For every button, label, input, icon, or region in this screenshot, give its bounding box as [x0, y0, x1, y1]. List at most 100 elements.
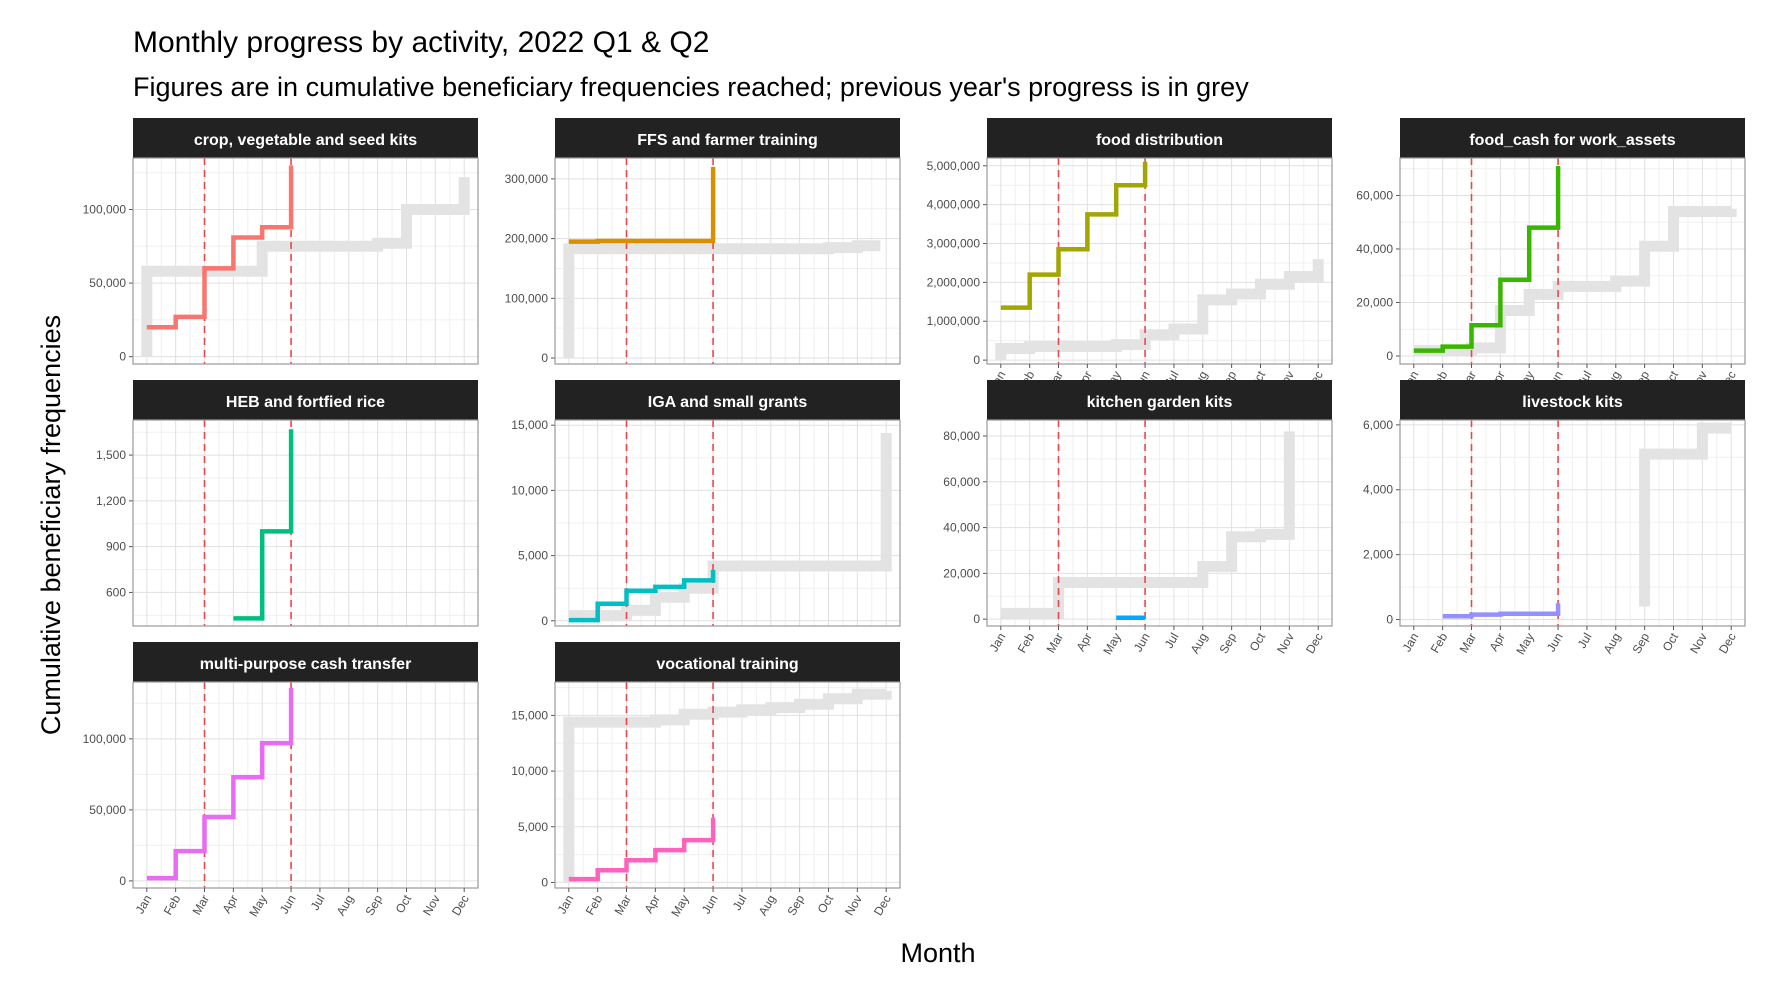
x-tick-label: Oct [1660, 630, 1682, 654]
x-tick-label: Sep [362, 892, 385, 918]
y-tick-label: 900 [106, 540, 126, 554]
x-tick-label: Mar [1457, 631, 1479, 656]
x-tick-label: Sep [1216, 630, 1239, 656]
x-tick-label: Nov [420, 893, 443, 918]
panel-border [132, 419, 479, 627]
x-tick-label: Oct [1247, 630, 1269, 654]
y-tick-label: 5,000 [518, 549, 548, 563]
x-tick-label: Jan [133, 893, 155, 917]
current-year-line [233, 429, 294, 621]
y-tick-label: 2,000 [1363, 548, 1393, 562]
y-tick-label: 100,000 [505, 291, 549, 305]
x-tick-label: May [668, 893, 691, 920]
facet-strip [555, 118, 900, 158]
current-year-line [1413, 166, 1561, 353]
x-tick-label: May [1513, 631, 1536, 658]
y-tick-label: 50,000 [89, 276, 126, 290]
x-tick-label: Dec [449, 893, 472, 918]
facet-strip [133, 118, 478, 158]
facet-panel: livestock kits 0 2,000 4,000 6,000 Jan Feb Mar A… [1363, 380, 1746, 658]
facet-strip-label: crop, vegetable and seed kits [194, 132, 417, 149]
facet-strip-label: IGA and small grants [648, 394, 808, 411]
facet-strip-label: HEB and fortfied rice [226, 394, 385, 411]
y-tick-label: 60,000 [943, 475, 980, 489]
y-tick-label: 0 [541, 351, 548, 365]
y-tick-label: 200,000 [505, 232, 549, 246]
facet-strip-label: food_cash for work_assets [1469, 132, 1675, 149]
y-tick-label: 5,000,000 [927, 159, 981, 173]
y-tick-label: 15,000 [511, 418, 548, 432]
x-tick-label: Feb [161, 892, 184, 917]
x-tick-label: Jun [1544, 631, 1566, 655]
x-tick-label: Mar [1044, 631, 1066, 656]
y-tick-label: 1,500 [96, 448, 126, 462]
x-tick-label: Feb [1015, 630, 1038, 655]
current-year-line [1442, 603, 1561, 619]
previous-year-line [563, 240, 881, 358]
current-year-line [568, 817, 716, 882]
panel-border [986, 157, 1333, 365]
x-tick-label: Apr [641, 893, 662, 916]
facet-panel: crop, vegetable and seed kits 0 50,000 100,… [83, 118, 479, 365]
x-tick-label: Oct [393, 892, 415, 916]
y-tick-label: 600 [106, 585, 126, 599]
facet-panel: kitchen garden kits 0 20,000 40,000 60,000 80… [943, 380, 1333, 658]
y-axis-label: Cumulative beneficiary frequencies [36, 315, 66, 735]
x-tick-label: Jun [277, 893, 299, 917]
previous-year-line [563, 688, 892, 883]
y-tick-label: 20,000 [943, 566, 980, 580]
x-tick-label: Dec [871, 893, 894, 918]
facet-panels: crop, vegetable and seed kits 0 50,000 100,… [83, 118, 1746, 920]
panel-border [554, 419, 901, 627]
x-tick-label: May [1100, 631, 1123, 658]
x-tick-label: Apr [1486, 631, 1507, 654]
facet-strip-label: food distribution [1096, 132, 1223, 149]
y-tick-label: 80,000 [943, 429, 980, 443]
x-tick-label: Aug [334, 893, 357, 918]
x-tick-label: Sep [784, 892, 807, 918]
x-tick-label: Mar [190, 893, 212, 918]
current-year-line [1000, 161, 1148, 310]
facet-strip-label: FFS and farmer training [637, 132, 817, 149]
x-tick-label: Nov [1274, 631, 1297, 656]
y-tick-label: 1,000,000 [927, 314, 981, 328]
y-tick-label: 4,000,000 [927, 198, 981, 212]
x-tick-label: Dec [1303, 631, 1326, 656]
y-tick-label: 100,000 [83, 732, 127, 746]
y-tick-label: 50,000 [89, 803, 126, 817]
facet-panel: IGA and small grants 0 5,000 10,000 15,000 [511, 380, 901, 628]
panel-border [554, 681, 901, 889]
x-tick-label: Jul [308, 893, 328, 913]
x-tick-label: Jun [699, 893, 721, 917]
panel-border [132, 157, 479, 365]
y-tick-label: 3,000,000 [927, 237, 981, 251]
facet-panel: food_cash for work_assets 0 20,000 40,000 60… [1356, 118, 1746, 395]
previous-year-line [1413, 206, 1737, 357]
y-tick-label: 100,000 [83, 203, 127, 217]
x-tick-label: Oct [815, 892, 837, 916]
facet-strip [1400, 380, 1745, 420]
facet-panel: food distribution 0 1,000,000 2,000,000 3,00… [927, 118, 1333, 395]
facet-strip-label: vocational training [656, 656, 798, 673]
facet-panel: vocational training 0 5,000 10,000 15,000 Jan… [511, 642, 901, 920]
y-tick-label: 2,000,000 [927, 275, 981, 289]
x-tick-label: May [246, 893, 269, 920]
y-tick-label: 6,000 [1363, 418, 1393, 432]
y-tick-label: 0 [119, 350, 126, 364]
facet-strip-label: livestock kits [1522, 394, 1623, 411]
y-tick-label: 0 [973, 353, 980, 367]
y-tick-label: 0 [119, 874, 126, 888]
current-year-line [568, 167, 716, 244]
x-tick-label: Jul [1162, 631, 1182, 651]
x-tick-label: Apr [219, 893, 240, 916]
y-tick-label: 20,000 [1356, 295, 1393, 309]
panel-border [1399, 157, 1746, 365]
facet-strip [555, 380, 900, 420]
facet-strip [133, 380, 478, 420]
current-year-line [146, 165, 294, 330]
y-tick-label: 0 [541, 614, 548, 628]
y-tick-label: 40,000 [1356, 242, 1393, 256]
facet-strip [555, 642, 900, 682]
x-tick-label: Jan [1400, 631, 1422, 655]
